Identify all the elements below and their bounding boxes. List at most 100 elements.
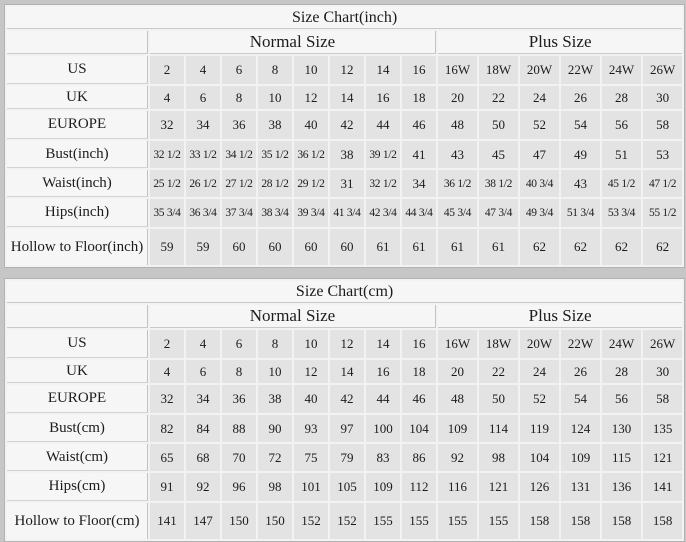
size-value-cell: 4: [186, 56, 220, 84]
size-value-cell: 49 3/4: [520, 199, 559, 227]
size-value-cell: 41 3/4: [330, 199, 364, 227]
size-value-cell: 20: [438, 360, 477, 383]
size-value-cell: 45 1/2: [602, 170, 641, 197]
size-value-cell: 96: [222, 473, 256, 501]
size-value-cell: 121: [479, 473, 518, 501]
size-value-cell: 32: [150, 385, 184, 413]
size-value-cell: 24W: [602, 330, 641, 358]
size-value-cell: 12: [330, 56, 364, 84]
size-value-cell: 70: [222, 444, 256, 471]
size-value-cell: 56: [602, 111, 641, 139]
size-value-cell: 14: [330, 360, 364, 383]
row-label: Hips(inch): [7, 199, 148, 227]
size-value-cell: 124: [561, 415, 600, 442]
size-value-cell: 109: [366, 473, 400, 501]
size-value-cell: 44 3/4: [402, 199, 436, 227]
size-value-cell: 126: [520, 473, 559, 501]
corner-cell: [7, 305, 148, 328]
row-label: US: [7, 330, 148, 358]
table-row: EUROPE 32 34 36 38 40 42 44 46 48 50 52 54 56 58: [7, 385, 683, 413]
size-value-cell: 28: [602, 86, 641, 109]
size-value-cell: 61: [479, 229, 518, 265]
size-value-cell: 42: [330, 385, 364, 413]
size-value-cell: 4: [186, 330, 220, 358]
size-value-cell: 38 1/2: [479, 170, 518, 197]
row-label: EUROPE: [7, 111, 148, 139]
size-value-cell: 98: [258, 473, 292, 501]
size-value-cell: 60: [258, 229, 292, 265]
size-value-cell: 2: [150, 330, 184, 358]
size-value-cell: 112: [402, 473, 436, 501]
size-value-cell: 38 3/4: [258, 199, 292, 227]
size-value-cell: 155: [479, 503, 518, 539]
table-row: US 2 4 6 8 10 12 14 16 16W 18W 20W 22W 24W 26W: [7, 56, 683, 84]
size-value-cell: 44: [366, 111, 400, 139]
size-value-cell: 14: [330, 86, 364, 109]
size-value-cell: 38: [258, 385, 292, 413]
size-value-cell: 59: [150, 229, 184, 265]
size-value-cell: 109: [438, 415, 477, 442]
size-value-cell: 158: [643, 503, 683, 539]
size-value-cell: 16: [366, 360, 400, 383]
size-value-cell: 25 1/2: [150, 170, 184, 197]
size-value-cell: 18: [402, 360, 436, 383]
size-value-cell: 40: [294, 111, 328, 139]
size-value-cell: 54: [561, 111, 600, 139]
size-value-cell: 12: [330, 330, 364, 358]
size-value-cell: 6: [186, 86, 220, 109]
size-value-cell: 47 3/4: [479, 199, 518, 227]
size-value-cell: 35 1/2: [258, 141, 292, 168]
corner-cell: [7, 31, 148, 54]
size-value-cell: 18: [402, 86, 436, 109]
size-value-cell: 135: [643, 415, 683, 442]
row-label: Bust(inch): [7, 141, 148, 168]
size-value-cell: 101: [294, 473, 328, 501]
size-value-cell: 36 1/2: [438, 170, 477, 197]
row-label: Bust(cm): [7, 415, 148, 442]
table-row: Waist(inch) 25 1/2 26 1/2 27 1/2 28 1/2 29 1/…: [7, 170, 683, 197]
size-value-cell: 28: [602, 360, 641, 383]
size-value-cell: 36: [222, 385, 256, 413]
size-value-cell: 136: [602, 473, 641, 501]
size-value-cell: 34: [186, 385, 220, 413]
size-value-cell: 150: [222, 503, 256, 539]
size-value-cell: 34 1/2: [222, 141, 256, 168]
size-value-cell: 130: [602, 415, 641, 442]
size-value-cell: 59: [186, 229, 220, 265]
size-value-cell: 43: [561, 170, 600, 197]
size-value-cell: 72: [258, 444, 292, 471]
size-value-cell: 62: [520, 229, 559, 265]
size-value-cell: 56: [602, 385, 641, 413]
size-value-cell: 47 1/2: [643, 170, 683, 197]
size-value-cell: 12: [294, 86, 328, 109]
size-value-cell: 35 3/4: [150, 199, 184, 227]
size-value-cell: 60: [294, 229, 328, 265]
size-value-cell: 54: [561, 385, 600, 413]
size-value-cell: 150: [258, 503, 292, 539]
size-value-cell: 152: [330, 503, 364, 539]
size-value-cell: 4: [150, 86, 184, 109]
size-chart-inch-table: Size Chart(inch) Normal Size Plus Size US 2 4…: [4, 4, 686, 268]
size-value-cell: 10: [294, 330, 328, 358]
size-value-cell: 28 1/2: [258, 170, 292, 197]
size-value-cell: 58: [643, 385, 683, 413]
size-value-cell: 62: [643, 229, 683, 265]
table-row: Bust(inch) 32 1/2 33 1/2 34 1/2 35 1/2 36 1/2…: [7, 141, 683, 168]
size-value-cell: 91: [150, 473, 184, 501]
size-value-cell: 86: [402, 444, 436, 471]
row-label: Waist(inch): [7, 170, 148, 197]
size-value-cell: 30: [643, 360, 683, 383]
size-value-cell: 104: [402, 415, 436, 442]
size-value-cell: 24: [520, 360, 559, 383]
size-value-cell: 40 3/4: [520, 170, 559, 197]
size-value-cell: 155: [438, 503, 477, 539]
size-value-cell: 141: [643, 473, 683, 501]
size-value-cell: 60: [330, 229, 364, 265]
size-value-cell: 52: [520, 385, 559, 413]
size-value-cell: 27 1/2: [222, 170, 256, 197]
size-value-cell: 92: [186, 473, 220, 501]
size-value-cell: 121: [643, 444, 683, 471]
size-value-cell: 16: [402, 330, 436, 358]
table-title: Size Chart(cm): [7, 281, 683, 303]
size-value-cell: 141: [150, 503, 184, 539]
